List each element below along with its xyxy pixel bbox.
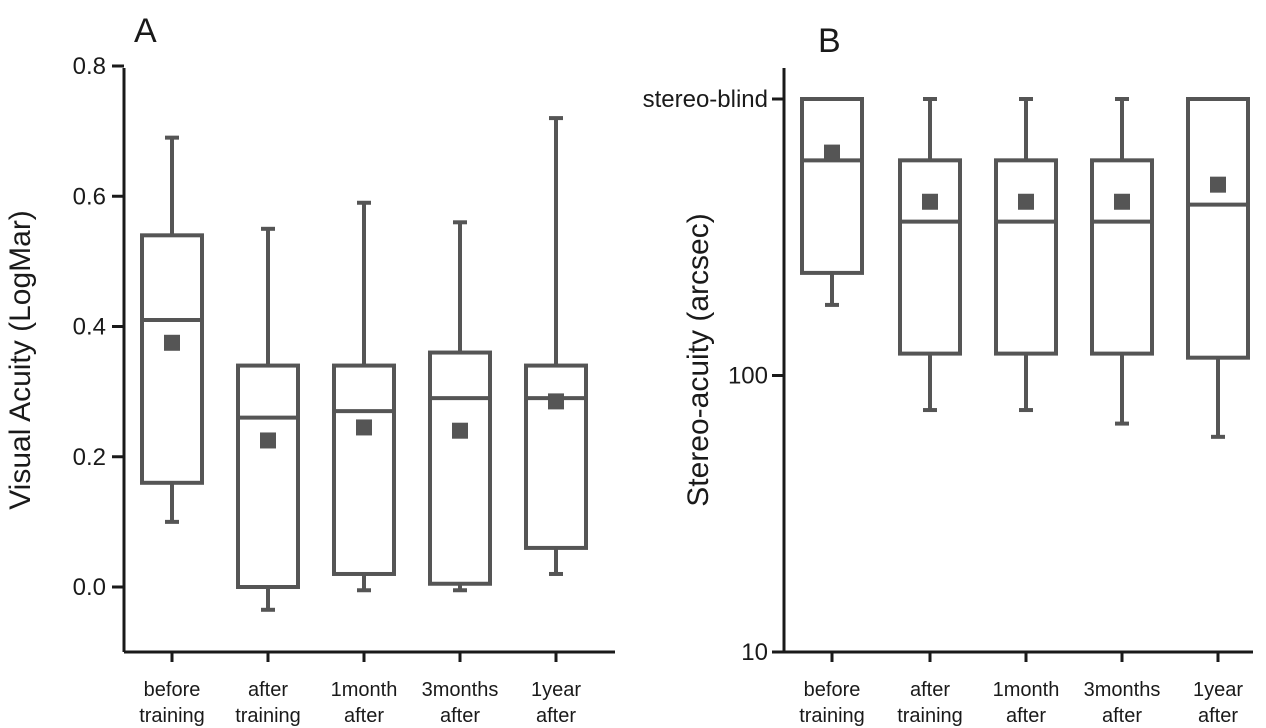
- x-category-label-line2: after: [1102, 705, 1142, 727]
- y-tick-label: stereo-blind: [643, 86, 768, 113]
- mean-marker: [356, 419, 372, 436]
- box-1: [140, 135, 204, 524]
- x-category-label-line1: 1year: [1193, 679, 1243, 701]
- x-category-label-line2: training: [897, 705, 963, 727]
- box-1: [800, 97, 864, 307]
- iqr-box: [524, 363, 588, 550]
- x-category-label-line1: 1year: [531, 679, 581, 701]
- x-category-label-line2: after: [344, 705, 384, 727]
- mean-marker: [260, 432, 276, 449]
- x-category-label-line2: after: [1198, 705, 1238, 727]
- iqr-box: [428, 350, 492, 586]
- x-category-label-line1: 3months: [1084, 679, 1161, 701]
- box-3: [994, 97, 1058, 413]
- iqr-box: [1090, 158, 1154, 356]
- mean-marker: [922, 193, 938, 210]
- y-tick-label: 0.4: [73, 314, 106, 341]
- iqr-box: [140, 233, 204, 485]
- mean-marker: [1210, 176, 1226, 193]
- panel-b: B Stereo-acuity (arcsec) 10 100 stereo-blind…: [643, 22, 1253, 727]
- x-category-label-line1: 1month: [331, 679, 398, 701]
- x-category-label-line2: training: [799, 705, 865, 727]
- box-2: [898, 97, 962, 413]
- panel-letter: B: [818, 22, 841, 60]
- iqr-box: [898, 158, 962, 356]
- y-tick-label: 100: [728, 363, 768, 390]
- mean-marker: [548, 393, 564, 410]
- x-category-label-line1: 3months: [422, 679, 499, 701]
- x-category-label-line2: after: [536, 705, 576, 727]
- x-category-label-line1: before: [804, 679, 861, 701]
- y-tick-label: 0.6: [73, 183, 106, 210]
- box-4: [428, 220, 492, 593]
- x-category-label-line1: after: [248, 679, 288, 701]
- box-2: [236, 226, 300, 612]
- mean-marker: [1114, 193, 1130, 210]
- iqr-box: [236, 363, 300, 590]
- y-tick-label: 0.2: [73, 444, 106, 471]
- y-tick-label: 0.8: [73, 53, 106, 80]
- panel-a: A Visual Acuity (LogMar) 0.0 0.2 0.4 0.6 0.8 be…: [4, 12, 615, 727]
- panel-letter: A: [134, 12, 157, 50]
- x-category-label-line1: 1month: [993, 679, 1060, 701]
- mean-marker: [452, 422, 468, 439]
- box-5: [1186, 97, 1250, 439]
- iqr-box: [994, 158, 1058, 356]
- x-category-label-line2: after: [1006, 705, 1046, 727]
- y-tick-label: 0.0: [73, 574, 106, 601]
- x-category-label-line1: after: [910, 679, 950, 701]
- x-category-label-line2: after: [440, 705, 480, 727]
- y-tick-label: 10: [741, 639, 768, 666]
- box-4: [1090, 97, 1154, 426]
- mean-marker: [1018, 193, 1034, 210]
- iqr-box: [1186, 97, 1250, 360]
- iqr-box: [332, 363, 396, 576]
- x-category-label-line2: training: [139, 705, 205, 727]
- y-axis-title: Visual Acuity (LogMar): [4, 210, 37, 510]
- y-axis-title: Stereo-acuity (arcsec): [682, 213, 715, 506]
- box-3: [332, 200, 396, 593]
- iqr-box: [800, 97, 864, 275]
- mean-marker: [164, 334, 180, 351]
- mean-marker: [824, 144, 840, 161]
- x-category-label-line2: training: [235, 705, 301, 727]
- x-category-label-line1: before: [144, 679, 201, 701]
- box-5: [524, 116, 588, 576]
